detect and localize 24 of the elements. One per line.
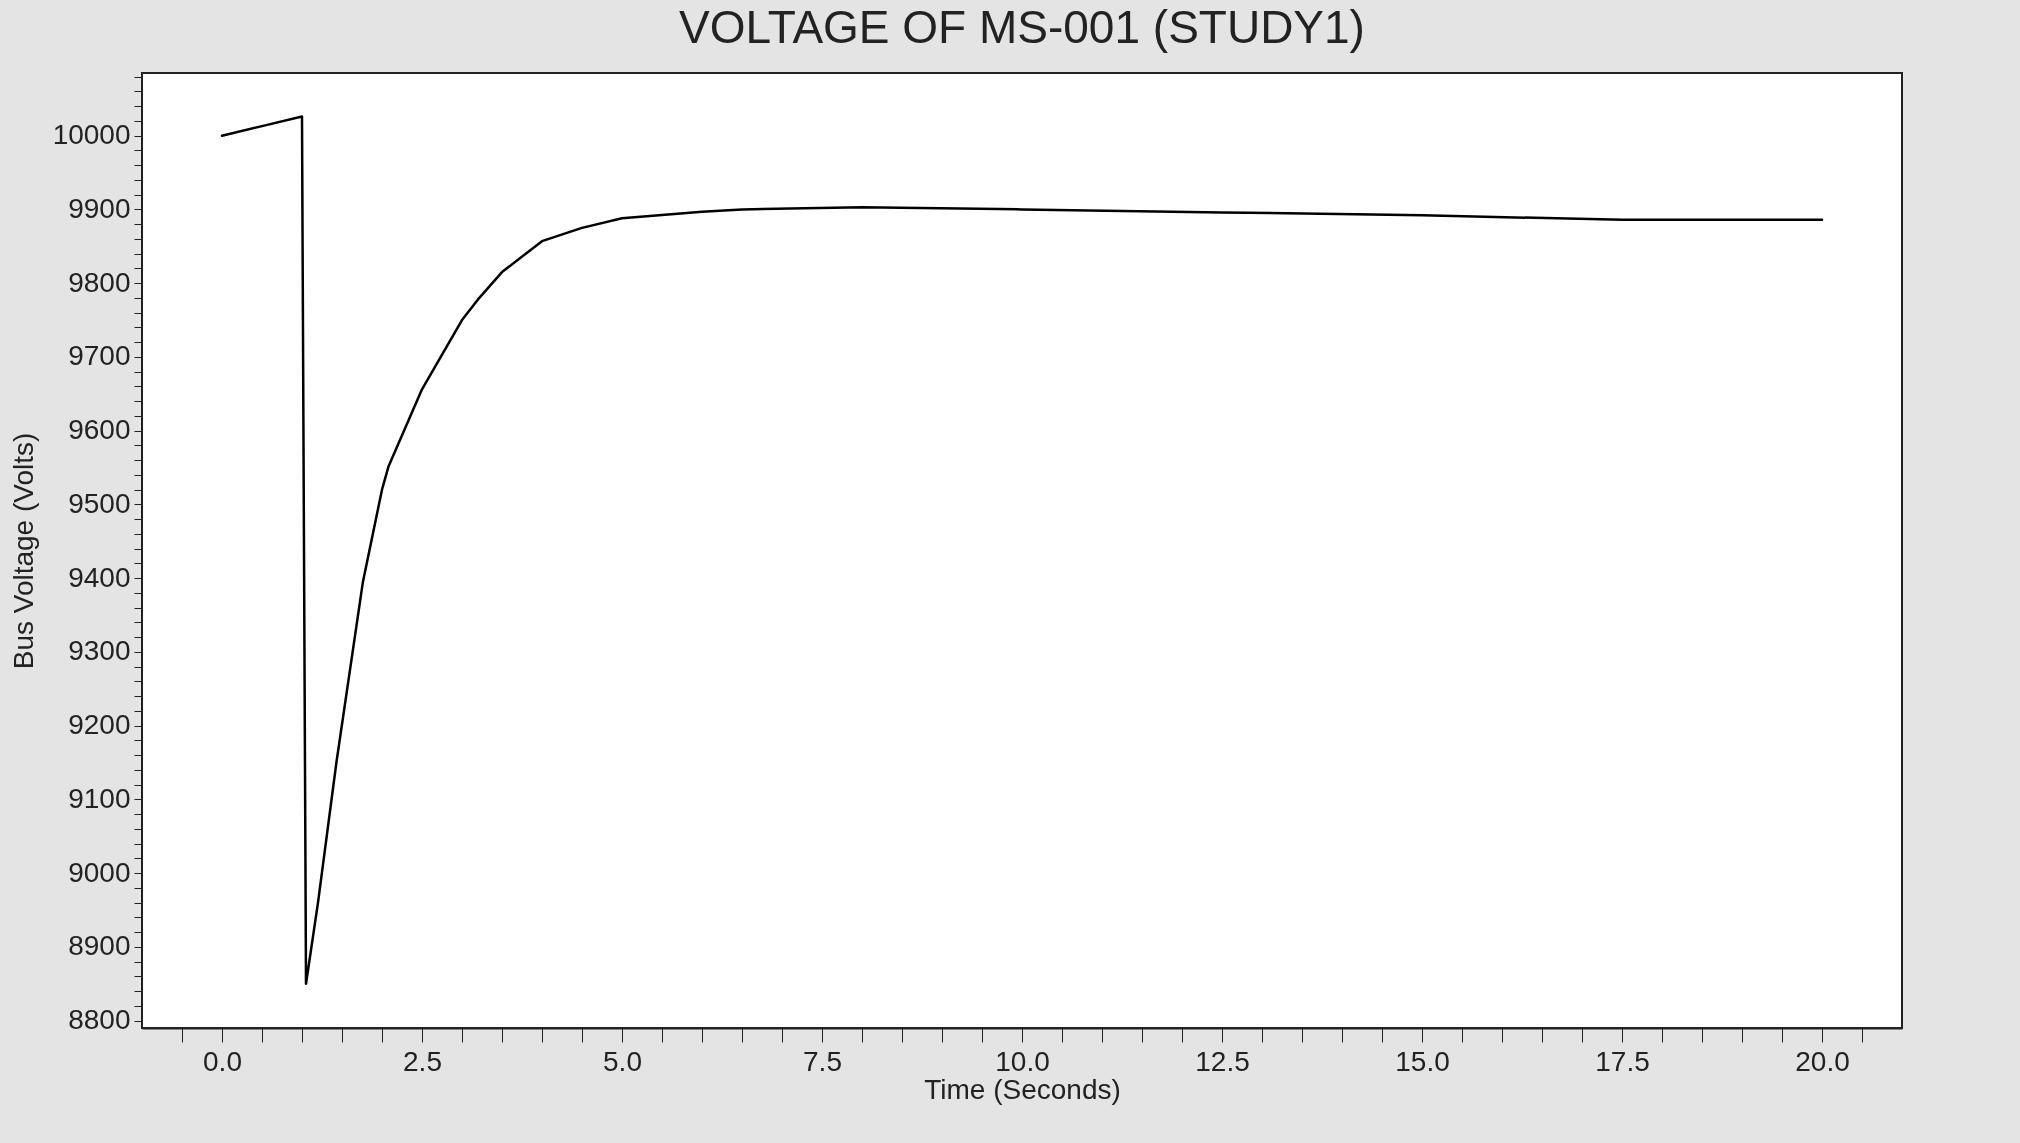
y-tick-label: 9600 [68,414,131,446]
y-axis-title: Bus Voltage (Volts) [7,432,39,670]
y-tick-label: 8800 [68,1004,131,1036]
y-tick-label: 9300 [68,635,131,667]
y-tick-label: 8900 [68,930,131,962]
y-tick-label: 10000 [52,119,131,151]
x-tick-label: 17.5 [1595,1045,1650,1077]
x-tick-label: 2.5 [403,1045,442,1077]
x-tick-label: 5.0 [603,1045,642,1077]
y-tick-label: 9900 [68,192,131,224]
line-series [220,115,1824,985]
x-tick-label: 20.0 [1795,1045,1850,1077]
y-tick-label: 9500 [68,487,131,519]
y-tick-label: 9800 [68,266,131,298]
y-tick-label: 9000 [68,856,131,888]
x-tick-label: 7.5 [803,1045,842,1077]
chart-title: VOLTAGE OF MS-001 (STUDY1) [679,0,1365,53]
y-tick-label: 9200 [68,709,131,741]
x-tick-label: 0.0 [203,1045,242,1077]
y-tick-label: 9100 [68,782,131,814]
x-tick-label: 15.0 [1395,1045,1450,1077]
y-tick-label: 9400 [68,561,131,593]
y-tick-label: 9700 [68,340,131,372]
x-tick-label: 12.5 [1195,1045,1250,1077]
